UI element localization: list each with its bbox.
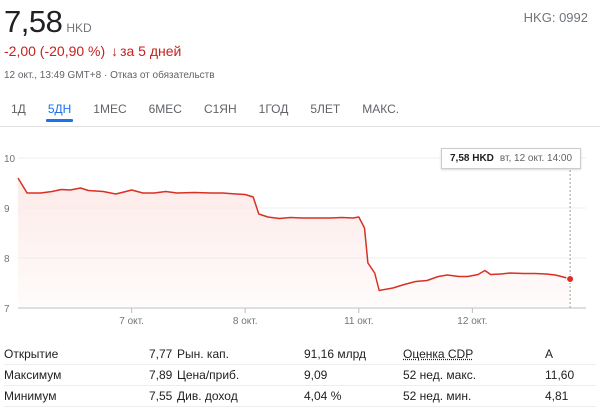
- change-value: -2,00 (-20,90 %): [4, 43, 106, 59]
- stat-value-v1: 7,77: [149, 347, 173, 361]
- tab-7[interactable]: МАКС.: [362, 102, 400, 116]
- price-chart[interactable]: 10 9 8 7 7 окт. 8 окт. 11 окт. 12 окт.: [0, 140, 600, 336]
- timestamp-disclaimer: 12 окт., 13:49 GMT+8 · Отказ от обязател…: [4, 70, 215, 81]
- x-tick-label: 12 окт.: [457, 316, 487, 327]
- stat-value-v3: 4,81: [545, 389, 569, 403]
- stat-value-v1: 7,89: [149, 368, 173, 382]
- tab-5[interactable]: 1ГОД: [258, 102, 289, 116]
- tooltip-price: 7,58 HKD: [450, 153, 494, 164]
- series-line: [17, 177, 571, 292]
- stat-value-v3: 11,60: [545, 368, 575, 382]
- stat-label-c3[interactable]: Оценка CDP: [403, 347, 474, 361]
- y-tick-label: 8: [4, 254, 10, 265]
- current-price: 7,58 HKD: [4, 4, 92, 40]
- x-tick-label: 8 окт.: [233, 316, 258, 327]
- chart-tooltip: 7,58 HKD вт, 12 окт. 14:00: [441, 148, 582, 169]
- tooltip-date: вт, 12 окт. 14:00: [499, 153, 573, 164]
- series-area: [18, 178, 571, 308]
- stat-label-c2: Рын. кап.: [177, 347, 229, 361]
- stat-label-c1: Максимум: [4, 368, 62, 382]
- stats-row: Максимум 7,89 Цена/приб. 9,09 52 нед. макс. 1…: [4, 365, 596, 386]
- stat-value-v1: 7,55: [149, 389, 173, 403]
- tab-6[interactable]: 5ЛЕТ: [310, 102, 341, 116]
- y-tick-label: 10: [4, 154, 16, 165]
- range-tabs: 1Д 5ДН 1МЕС 6МЕС С1ЯН 1ГОД 5ЛЕТ МАКС.: [0, 100, 410, 126]
- change-period: за 5 дней: [120, 43, 182, 59]
- stat-value-v2: 9,09: [304, 368, 328, 382]
- price-change: -2,00 (-20,90 %) ↓ за 5 дней: [4, 43, 181, 59]
- stat-label-c2: Див. доход: [177, 389, 238, 403]
- price-currency: HKD: [66, 21, 92, 35]
- price-value: 7,58: [4, 4, 63, 39]
- row-divider: [4, 406, 596, 407]
- stats-table: Открытие 7,77 Рын. кап. 91,16 млрд Оценка CD…: [4, 344, 596, 407]
- tab-0[interactable]: 1Д: [11, 102, 26, 116]
- last-point-marker: [566, 275, 575, 283]
- stat-value-v2: 91,16 млрд: [304, 347, 367, 361]
- tab-2[interactable]: 1МЕС: [93, 102, 127, 116]
- ticker-symbol: HKG: 0992: [523, 10, 588, 25]
- stat-label-c3: 52 нед. макс.: [403, 368, 477, 382]
- stats-row: Минимум 7,55 Див. доход 4,04 % 52 нед. мин. 4…: [4, 386, 596, 407]
- tabs-divider: [0, 126, 600, 127]
- stats-row: Открытие 7,77 Рын. кап. 91,16 млрд Оценка CD…: [4, 344, 596, 365]
- row-divider: [4, 364, 596, 365]
- tab-4[interactable]: С1ЯН: [203, 102, 237, 116]
- stat-label-c2: Цена/приб.: [177, 368, 240, 382]
- stat-value-v3: A: [545, 347, 554, 361]
- y-tick-label: 9: [4, 204, 10, 215]
- stat-label-c3: 52 нед. мин.: [403, 389, 472, 403]
- x-tick-label: 7 окт.: [119, 316, 144, 327]
- row-divider: [4, 385, 596, 386]
- x-tick-label: 11 окт.: [344, 316, 373, 327]
- stat-value-v2: 4,04 %: [304, 389, 342, 403]
- arrow-down-icon: ↓: [111, 43, 119, 59]
- stat-label-c1: Минимум: [4, 389, 57, 403]
- tab-1[interactable]: 5ДН: [37, 100, 82, 122]
- y-tick-label: 7: [4, 304, 10, 315]
- stat-label-c1: Открытие: [4, 347, 59, 361]
- tab-3[interactable]: 6МЕС: [148, 102, 182, 116]
